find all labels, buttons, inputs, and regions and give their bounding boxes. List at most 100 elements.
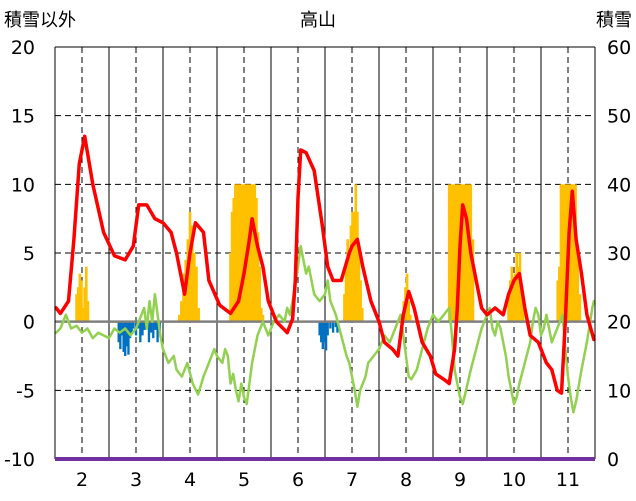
bar [197,307,200,322]
y-right-axis-title: 積雪 [596,10,632,31]
bar [250,184,253,322]
bar [520,287,523,322]
bar [124,321,127,356]
frame [54,46,596,461]
x-tick-label: 5 [238,469,250,491]
bar [460,184,464,322]
bar [563,184,567,322]
x-tick-label: 3 [130,469,142,491]
bar [139,321,142,343]
bar [512,287,515,322]
bar [454,184,457,322]
bar [517,266,520,322]
bar [318,321,321,336]
bar [128,321,132,339]
bar [343,294,346,322]
bar [253,184,257,322]
bar [78,273,82,322]
bar [450,184,453,322]
bar [130,321,133,333]
bar [154,321,157,330]
bar [452,184,455,322]
bar [510,266,514,322]
bar [558,266,561,322]
y-left-tick-label: 20 [11,37,35,59]
bar [120,321,124,336]
bar [238,184,242,322]
bar [248,184,252,322]
bar [83,287,87,322]
bar [357,246,361,322]
y-left-tick-label: 0 [23,312,35,334]
bar [127,321,130,355]
x-tick-label: 8 [400,469,412,491]
x-tick-label: 6 [292,469,304,491]
bar [360,307,364,322]
bar [180,301,183,322]
x-tick-label: 11 [556,469,580,491]
bar [258,266,261,322]
bar [237,184,240,322]
bar [182,273,185,322]
bar [177,314,181,322]
bar [508,280,512,322]
bar [578,294,582,322]
bar [240,184,244,322]
bar [407,301,411,322]
y-left-tick-label: -10 [4,449,35,471]
bar [85,266,88,322]
y-right-tick-label: 20 [607,312,631,334]
bar [513,273,517,322]
bar [229,253,232,322]
bar [122,321,125,352]
y-right-tick-label: 60 [607,37,631,59]
bar [507,294,510,322]
bar [321,321,325,350]
series-line [54,244,596,414]
bar [465,184,468,322]
x-tick-label: 10 [502,469,526,491]
bar [351,211,354,322]
bar [346,239,349,322]
y-left-tick-label: 15 [11,106,35,128]
y-right-tick-label: 30 [607,243,631,265]
bar [574,184,577,322]
bar [323,321,326,343]
bar [251,184,255,322]
bar [334,321,337,328]
bar [195,266,198,322]
bar [569,184,573,322]
bar [572,184,575,322]
bar [119,321,122,350]
bar [326,321,329,336]
bar [409,314,412,322]
bar [147,321,151,343]
y-right-tick-label: 0 [607,449,619,471]
x-tick-label: 9 [454,469,466,491]
bar [234,184,237,322]
bar [125,321,128,347]
bar [75,294,78,322]
y-left-tick-label: -5 [16,380,35,402]
bar [235,184,239,322]
bar [359,280,362,322]
bar [515,253,519,322]
bar [576,253,580,322]
bar [149,321,153,333]
x-tick-label: 7 [346,469,358,491]
bar [354,184,358,322]
bar [447,184,451,322]
bar [261,314,265,322]
bar [329,321,332,329]
bar [243,184,247,322]
chart-title: 高山 [300,10,336,31]
bar [259,307,263,322]
bar [463,184,466,322]
bar [156,321,159,343]
bar [232,198,236,322]
bar [352,211,356,322]
bar [190,225,194,322]
bar [143,321,146,330]
